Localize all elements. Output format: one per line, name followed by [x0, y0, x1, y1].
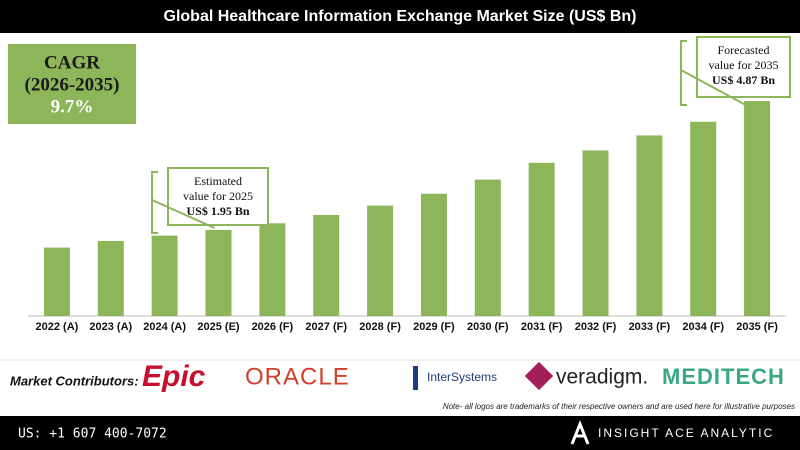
callout-text: US$ 1.95 Bn [186, 204, 249, 218]
x-tick-label: 2028 (F) [359, 321, 401, 333]
bar [313, 214, 340, 316]
callout-text: Estimated [194, 174, 242, 188]
logo: InterSystems [427, 370, 497, 384]
title-bar [0, 0, 800, 33]
x-tick-label: 2022 (A) [36, 321, 79, 333]
cagr-box [8, 44, 136, 124]
chart-title: Global Healthcare Information Exchange M… [164, 8, 637, 25]
cagr-text: CAGR [44, 52, 100, 73]
brand-icon [570, 419, 590, 445]
logo-mark [413, 366, 418, 390]
x-tick-label: 2030 (F) [467, 321, 509, 333]
callout-leader [680, 69, 754, 110]
callout-leader [151, 199, 215, 229]
bar [97, 240, 124, 316]
cagr-text: (2026-2035) [25, 74, 120, 95]
bar [205, 229, 232, 316]
callout-bracket [151, 171, 158, 234]
callout-text: Forecasted [718, 43, 770, 57]
x-tick-label: 2026 (F) [252, 321, 294, 333]
x-tick-label: 2029 (F) [413, 321, 455, 333]
x-tick-label: 2032 (F) [575, 321, 617, 333]
footer-bar [0, 416, 800, 450]
logo-mark [524, 361, 554, 391]
logo: ORACLE [245, 363, 350, 390]
callout-text: value for 2025 [183, 189, 253, 203]
phone: US: +1 607 400-7072 [18, 427, 167, 442]
bar [367, 205, 394, 316]
note: Note- all logos are trademarks of their … [443, 402, 795, 411]
x-tick-label: 2034 (F) [682, 321, 724, 333]
contributors-label: Market Contributors: [10, 373, 139, 388]
x-tick-label: 2024 (A) [143, 321, 186, 333]
x-tick-label: 2035 (F) [736, 321, 778, 333]
bar [43, 247, 70, 316]
logo: Epic [142, 360, 206, 393]
x-tick-label: 2027 (F) [305, 321, 347, 333]
callout-text: US$ 4.87 Bn [712, 73, 775, 87]
brand: INSIGHT ACE ANALYTIC [598, 426, 774, 440]
bar [420, 193, 447, 316]
x-tick-label: 2031 (F) [521, 321, 563, 333]
bar [259, 223, 286, 316]
bar [636, 135, 663, 316]
x-tick-label: 2023 (A) [89, 321, 132, 333]
bar [151, 235, 178, 316]
callout-text: value for 2035 [709, 58, 779, 72]
x-tick-label: 2025 (E) [197, 321, 240, 333]
x-tick-label: 2033 (F) [629, 321, 671, 333]
callout-bracket [680, 40, 687, 106]
logo: veradigm. [556, 366, 648, 389]
bar [474, 179, 501, 316]
bar [690, 121, 717, 317]
bar [744, 101, 771, 316]
logo: MEDITECH [662, 364, 785, 389]
bar [528, 162, 555, 316]
callout-box [696, 36, 791, 98]
bar [582, 150, 609, 316]
cagr-value: 9.7% [51, 96, 94, 117]
